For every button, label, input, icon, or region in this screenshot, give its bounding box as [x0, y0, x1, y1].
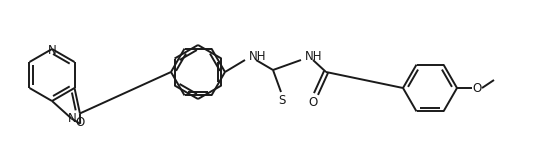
Text: NH: NH	[249, 49, 267, 63]
Text: O: O	[473, 81, 482, 95]
Text: NH: NH	[305, 49, 323, 63]
Text: S: S	[278, 93, 286, 107]
Text: O: O	[76, 116, 85, 129]
Text: O: O	[309, 95, 318, 109]
Text: N: N	[68, 112, 77, 125]
Text: N: N	[48, 44, 57, 56]
